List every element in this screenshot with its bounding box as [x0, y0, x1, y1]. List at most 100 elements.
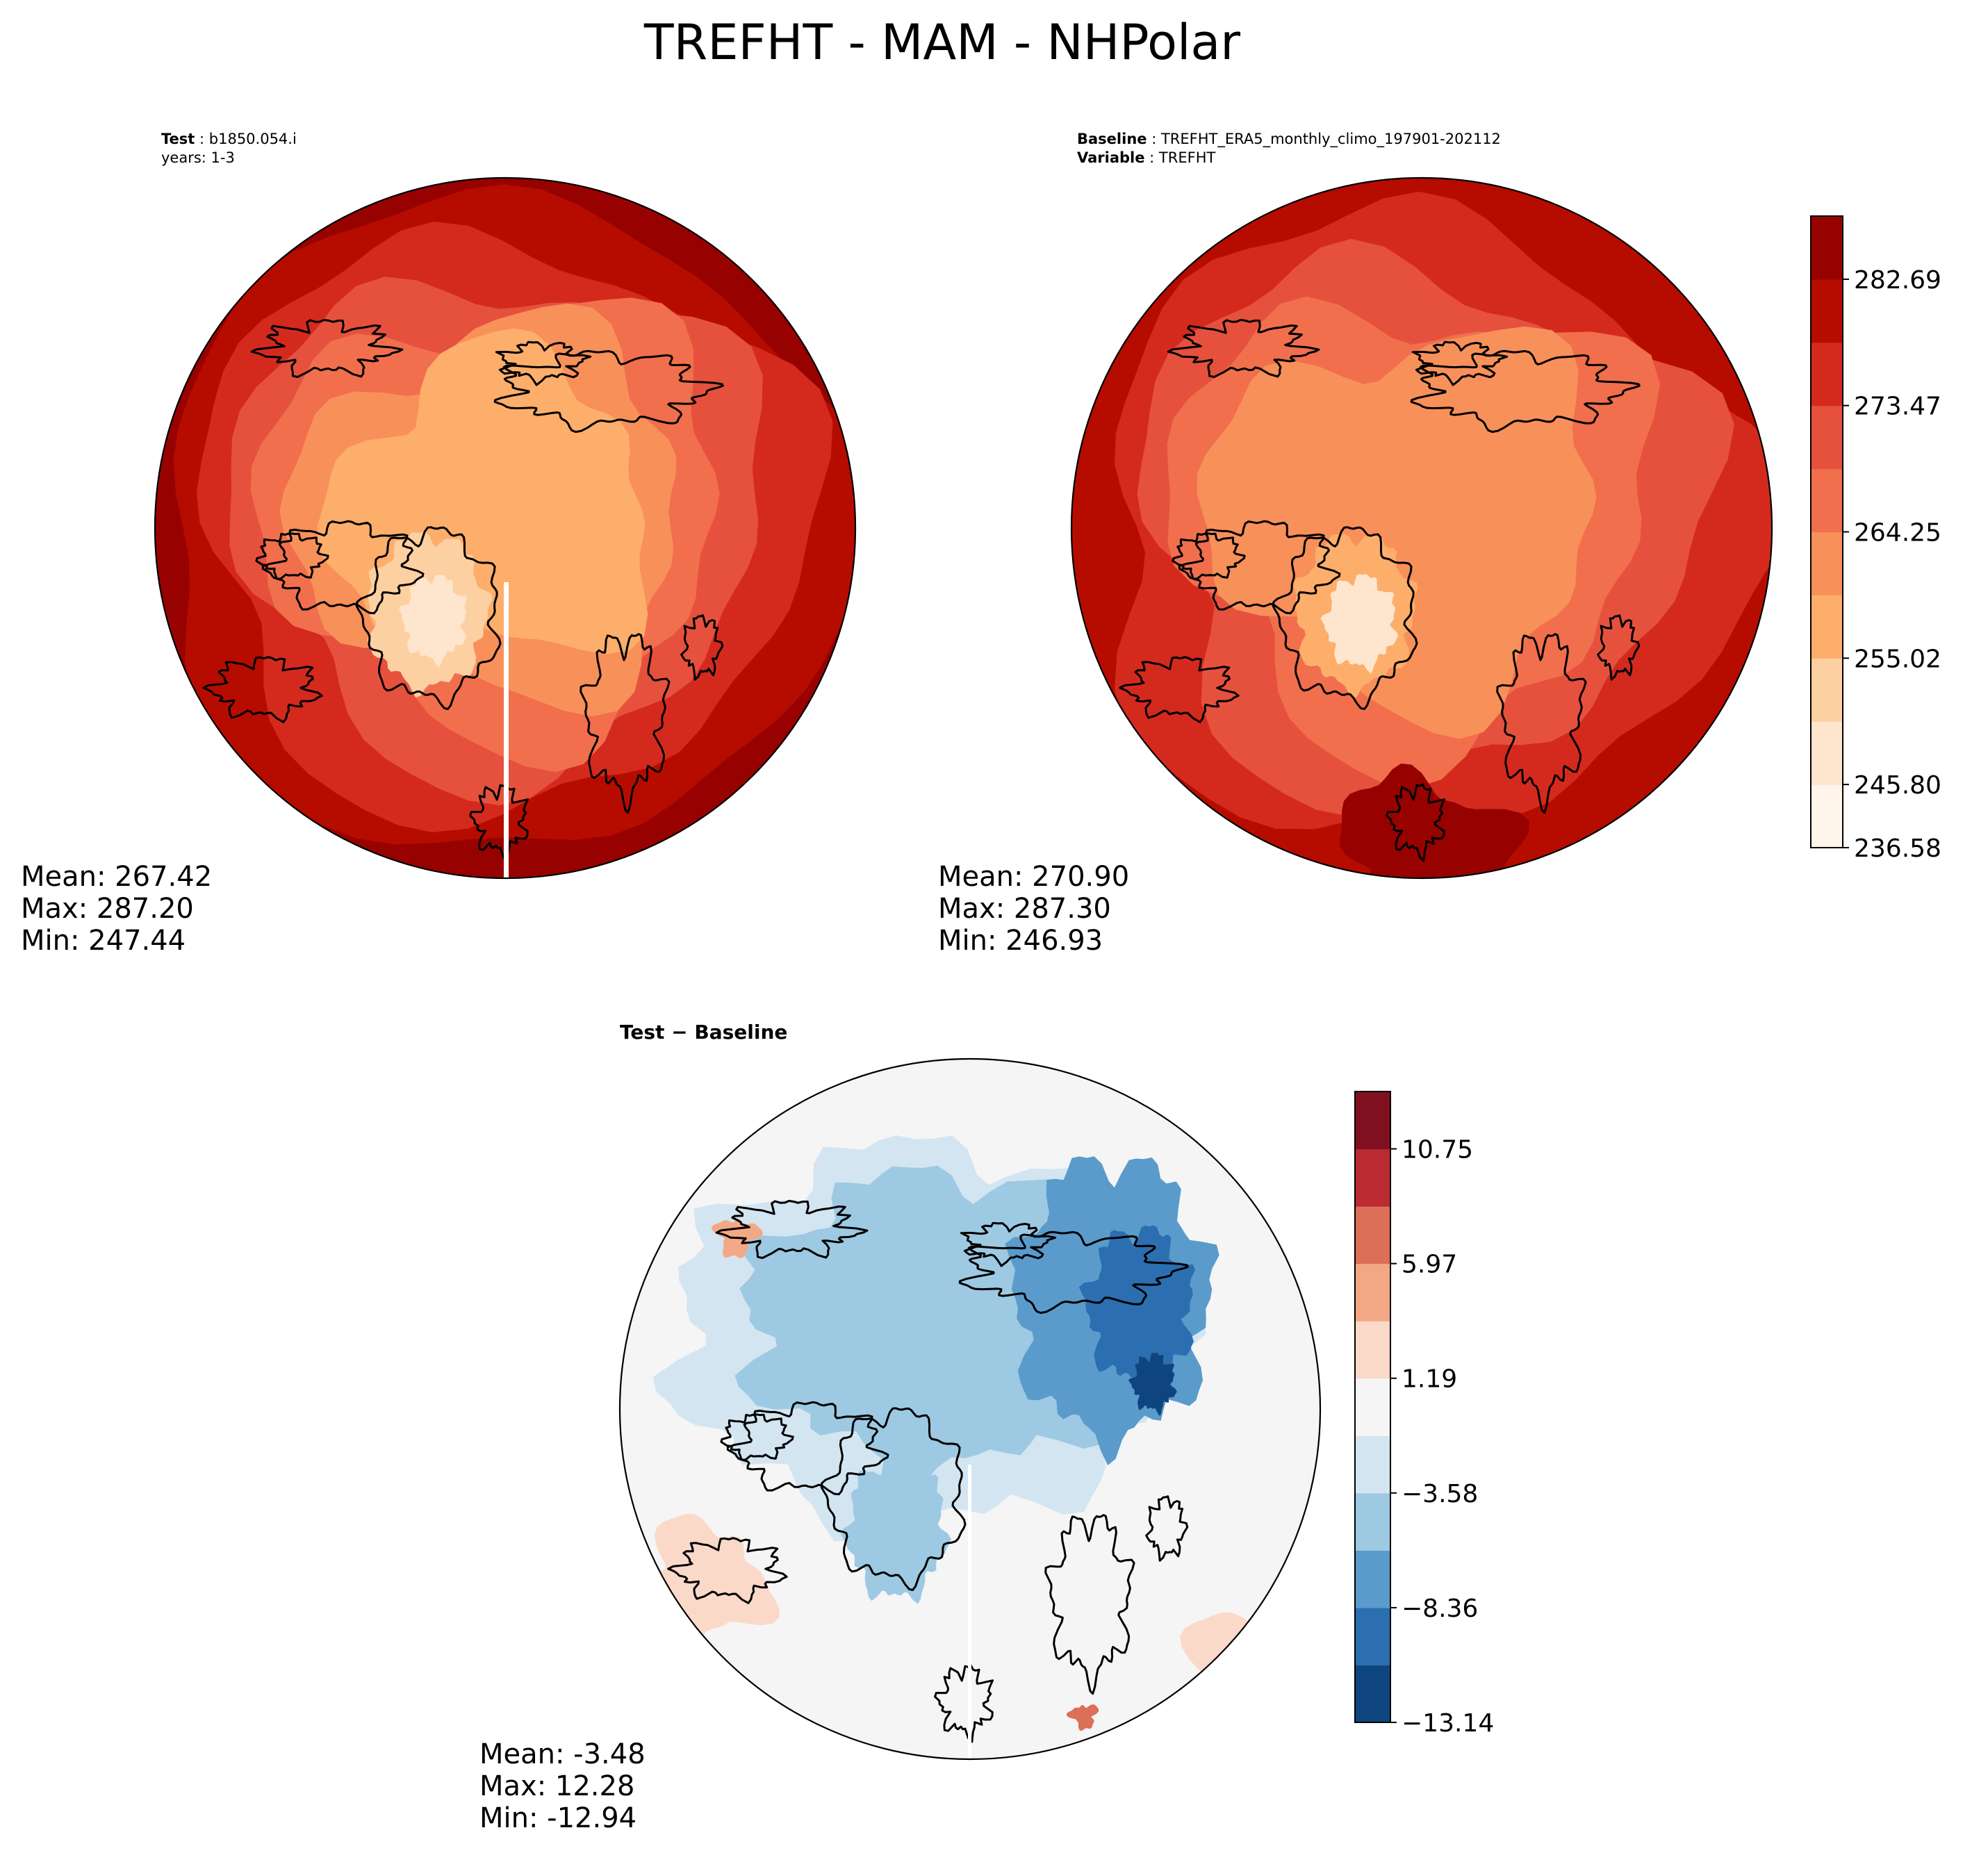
colorbar-segment: [1811, 658, 1843, 722]
colorbar-frame: [1354, 1091, 1391, 1723]
diff-mean: Mean: -3.48: [479, 1738, 646, 1770]
baseline-map-contours: [1071, 178, 1772, 878]
contour-band: [399, 575, 467, 668]
test-header-years: years: 1-3: [161, 149, 235, 166]
diff-map-contours: [620, 1059, 1320, 1759]
test-map-boundary: [154, 176, 857, 880]
colorbar-segment: [1811, 405, 1843, 470]
coastline: [680, 614, 724, 681]
diff-max: Max: 12.28: [479, 1770, 634, 1802]
contour-band: [1320, 574, 1399, 674]
diff-title: Test − Baseline: [620, 1021, 787, 1044]
colorbar-tick-label: −3.58: [1402, 1480, 1478, 1508]
colorbar-segment: [1355, 1148, 1390, 1207]
coastline: [1172, 532, 1246, 580]
test-mean: Mean: 267.42: [21, 861, 212, 893]
coastline: [726, 1401, 889, 1496]
coastline: [934, 1664, 994, 1743]
coastline: [493, 349, 724, 434]
colorbar-tick-label: 5.97: [1402, 1251, 1457, 1279]
colorbar-segment: [1355, 1550, 1390, 1608]
coastline: [1386, 783, 1445, 862]
test-map-coastlines: [202, 318, 724, 862]
colorbar-segment: [1811, 468, 1843, 533]
coastline: [667, 1537, 788, 1604]
colorbar-tick-label: 282.69: [1854, 266, 1941, 295]
colorbar-segment: [1811, 784, 1843, 848]
diff-map: [620, 1059, 1320, 1759]
diff-panel: Test − Baseline Mean: -3.48 Max: 12.28 M…: [479, 1021, 1494, 1834]
test-map: [155, 178, 855, 878]
coastline: [1496, 633, 1587, 814]
colorbar-segment: [1355, 1435, 1390, 1494]
contour-band: [1180, 1612, 1320, 1759]
colorbar-segment: [1355, 1665, 1390, 1723]
colorbar-segment: [1355, 1378, 1390, 1436]
coastline: [820, 1407, 967, 1591]
coastline: [355, 526, 502, 710]
colorbar-segment: [1811, 216, 1843, 280]
colorbar-segment: [1355, 1607, 1390, 1666]
coastline: [495, 340, 592, 386]
baseline-map-boundary: [1070, 176, 1773, 880]
baseline-mean: Mean: 270.90: [938, 861, 1129, 893]
baseline-panel: Baseline : TREFHT_ERA5_monthly_climo_197…: [938, 131, 1941, 957]
coastline: [250, 318, 404, 379]
diff-map-boundary: [618, 1057, 1322, 1761]
absolute-colorbar: 282.69 273.47 264.25 255.02 245.80 236.58: [1810, 215, 1941, 863]
colorbar-segment: [1355, 1092, 1390, 1150]
coastline: [1044, 1514, 1135, 1695]
colorbar-tick-label: 10.75: [1402, 1136, 1473, 1164]
test-header-line1: Test : b1850.054.i: [161, 131, 297, 147]
colorbar-tick-label: −13.14: [1402, 1709, 1494, 1738]
colorbar-segment: [1811, 532, 1843, 595]
colorbar-segment: [1811, 279, 1843, 343]
test-panel: Test : b1850.054.i years: 1-3 Mean: 267.…: [21, 131, 857, 957]
coastline: [1597, 614, 1641, 681]
coastline: [715, 1199, 869, 1260]
colorbar-segment: [1355, 1321, 1390, 1379]
coastline: [960, 1221, 1057, 1267]
colorbar-tick-label: 1.19: [1402, 1365, 1457, 1394]
baseline-header-line2: Variable : TREFHT: [1077, 149, 1215, 166]
colorbar-tick-label: 236.58: [1854, 834, 1941, 863]
coastline: [1410, 349, 1641, 434]
contour-band: [1066, 1704, 1099, 1731]
coastline: [261, 520, 425, 615]
coastline: [469, 783, 529, 862]
contour-band: [1340, 763, 1530, 878]
diff-map-seam: [968, 1465, 971, 1759]
baseline-max: Max: 287.30: [938, 893, 1111, 925]
colorbar-tick-label: 264.25: [1854, 519, 1941, 547]
colorbar-tick-label: 255.02: [1854, 645, 1941, 673]
contour-band: [1197, 326, 1597, 739]
contour-band: [841, 1454, 952, 1604]
colorbar-segment: [1355, 1206, 1390, 1265]
contour-band: [1078, 1225, 1195, 1399]
figure-title: TREFHT - MAM - NHPolar: [643, 14, 1240, 71]
diff-map-coastlines: [667, 1199, 1189, 1743]
test-max: Max: 287.20: [21, 893, 194, 925]
colorbar-tick-label: 245.80: [1854, 771, 1941, 800]
baseline-header-line1: Baseline : TREFHT_ERA5_monthly_climo_197…: [1077, 131, 1501, 148]
difference-colorbar: 10.75 5.97 1.19 −3.58 −8.36 −13.14: [1354, 1091, 1494, 1738]
colorbar-segment: [1811, 595, 1843, 659]
contour-band: [1128, 1352, 1177, 1416]
coastline: [1411, 340, 1509, 386]
coastline: [1145, 1495, 1189, 1562]
coastline: [1178, 520, 1341, 615]
coastline: [720, 1413, 794, 1461]
coastline: [1167, 318, 1320, 379]
coastline: [202, 656, 323, 723]
colorbar-segment: [1811, 721, 1843, 785]
coastline: [1272, 526, 1418, 710]
test-map-seam: [504, 582, 509, 878]
coastline: [958, 1230, 1189, 1315]
coastline: [255, 532, 329, 580]
baseline-map: [1071, 178, 1772, 878]
baseline-min: Min: 246.93: [938, 925, 1103, 957]
coastline: [580, 633, 671, 814]
colorbar-tick-label: −8.36: [1402, 1595, 1478, 1623]
test-min: Min: 247.44: [21, 925, 186, 957]
